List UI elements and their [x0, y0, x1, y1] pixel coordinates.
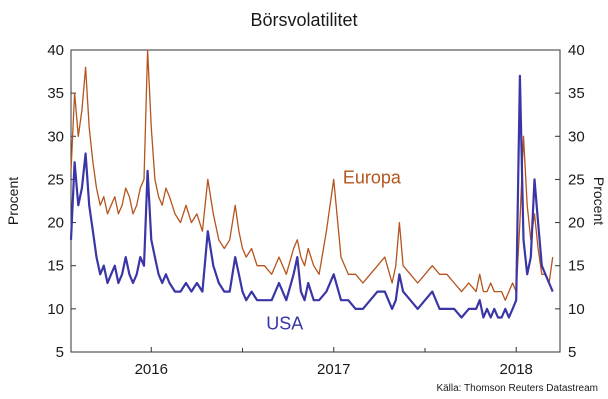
y-tick-label-left: 25 — [47, 171, 64, 188]
y-tick-label-left: 10 — [47, 301, 64, 318]
plot-frame — [70, 49, 561, 353]
series-layer: Europa USA — [69, 49, 554, 334]
x-tick-label: 2017 — [317, 361, 350, 378]
y-tick-label-right: 30 — [568, 128, 585, 145]
y-tick-label-left: 30 — [47, 128, 64, 145]
y-tick-label-right: 5 — [568, 344, 576, 361]
source-note: Källa: Thomson Reuters Datastream — [436, 383, 598, 394]
x-tick-label: 2016 — [135, 361, 168, 378]
x-tick-label: 2018 — [500, 361, 533, 378]
y-tick-label-right: 10 — [568, 301, 585, 318]
series-line-usa — [69, 74, 554, 319]
y-axis-right: 5 10 15 20 25 30 35 40 — [555, 42, 585, 361]
y-tick-label-right: 25 — [568, 171, 585, 188]
y-axis-label-right: Procent — [591, 177, 607, 225]
y-tick-label-right: 35 — [568, 85, 585, 102]
y-tick-label-right: 40 — [568, 42, 585, 59]
y-tick-label-right: 15 — [568, 258, 585, 275]
y-tick-label-left: 40 — [47, 42, 64, 59]
y-tick-label-right: 20 — [568, 215, 585, 232]
series-label-usa: USA — [266, 314, 303, 334]
y-axis-left: 5 10 15 20 25 30 35 40 — [47, 42, 76, 361]
y-axis-label-left: Procent — [5, 177, 21, 225]
y-tick-label-left: 20 — [47, 215, 64, 232]
x-axis: 2016 2017 2018 — [135, 347, 533, 378]
y-tick-label-left: 35 — [47, 85, 64, 102]
chart-title: Börsvolatilitet — [250, 10, 357, 30]
series-label-europa: Europa — [343, 168, 402, 188]
y-tick-label-left: 5 — [56, 344, 64, 361]
series-line-europa — [70, 49, 554, 301]
y-tick-label-left: 15 — [47, 258, 64, 275]
